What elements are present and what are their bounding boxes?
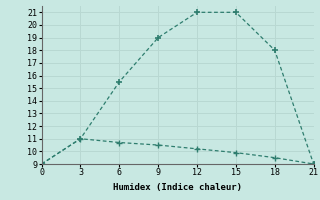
- X-axis label: Humidex (Indice chaleur): Humidex (Indice chaleur): [113, 183, 242, 192]
